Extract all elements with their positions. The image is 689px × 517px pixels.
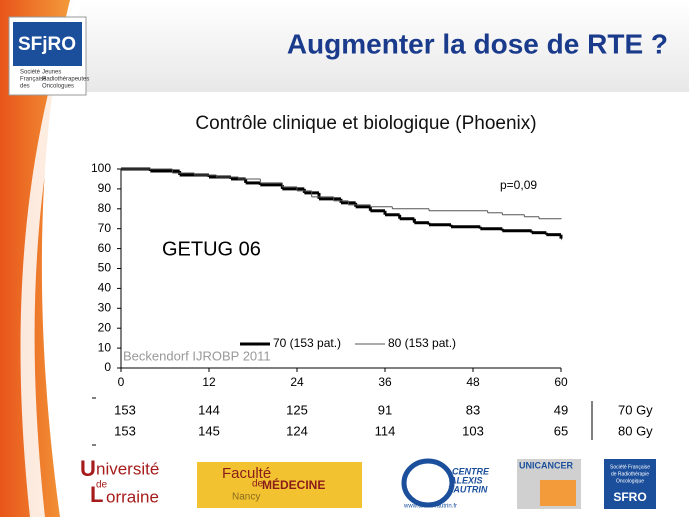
risk-value: 153 — [114, 423, 136, 438]
logo-text: CENTRE — [452, 466, 490, 476]
slide-title: Augmenter la dose de RTE ? — [287, 28, 668, 59]
annotation: p=0,09 — [500, 178, 537, 192]
y-tick-label: 40 — [98, 281, 112, 295]
y-tick-label: 80 — [98, 201, 112, 215]
logo-caption-line: Française — [20, 77, 47, 83]
x-tick-label: 24 — [290, 375, 304, 389]
chart-title: Contrôle clinique et biologique (Phoenix… — [195, 113, 536, 134]
legend-label: 70 (153 pat.) — [273, 336, 341, 350]
x-tick-label: 36 — [378, 375, 392, 389]
header-band — [0, 0, 689, 92]
risk-value: 65 — [554, 423, 568, 438]
risk-label: 80 Gy — [618, 423, 653, 438]
logo-text: Société Française — [610, 464, 650, 470]
y-tick-label: 30 — [98, 300, 112, 314]
risk-value: 83 — [466, 402, 480, 417]
risk-value: 144 — [198, 402, 220, 417]
logo-caption-line: des — [20, 84, 30, 90]
logo-text: orraine — [106, 487, 159, 506]
annotation: Beckendorf IJROBP 2011 — [123, 348, 271, 363]
logo-text: de — [96, 480, 108, 491]
y-tick-label: 60 — [98, 241, 112, 255]
risk-value: 49 — [554, 402, 568, 417]
white-swoosh — [20, 0, 82, 517]
chart: 0 10 20 30 40 50 60 70 80 90 100 0 12 24 36 48 60 70 (153… — [91, 161, 653, 446]
x-tick-label: 60 — [554, 375, 568, 389]
logo-unicancer-square — [540, 480, 576, 506]
risk-value: 153 — [114, 402, 136, 417]
logo-bg — [13, 22, 82, 66]
x-tick-label: 48 — [466, 375, 480, 389]
risk-label: 70 Gy — [618, 402, 653, 417]
risk-value: 103 — [462, 423, 484, 438]
risk-value: 114 — [375, 423, 396, 438]
y-tick-label: 100 — [91, 161, 111, 175]
x-tick-label: 0 — [118, 375, 125, 389]
logo-text: www.alexisvautrin.fr — [403, 504, 457, 510]
logo-caption-line: Société — [20, 70, 41, 76]
logo-text: de — [252, 479, 264, 490]
logo-cav-ring — [401, 458, 455, 508]
logo-text: niversité — [96, 459, 159, 478]
y-tick-label: 50 — [98, 261, 112, 275]
logo-text: Faculté — [222, 465, 271, 482]
logo-text: Nancy — [232, 492, 260, 503]
logo-text: ALEXIS — [449, 475, 483, 485]
logo-text: SFjRO — [18, 34, 76, 55]
y-tick-label: 20 — [98, 320, 112, 334]
logo-ul — [78, 455, 170, 510]
risk-value: 145 — [198, 423, 220, 438]
logo-caption-line: Radiothérapeutes — [42, 77, 89, 83]
logo-text: MÉDECINE — [262, 477, 325, 492]
logo-sfro — [604, 459, 656, 509]
logo-text: VAUTRIN — [448, 484, 488, 494]
y-tick-label: 70 — [98, 221, 112, 235]
logo-text: SFRO — [613, 490, 646, 504]
logo-initial: L — [90, 482, 103, 507]
risk-value: 91 — [378, 402, 392, 417]
logo-caption-line: Jeunes — [42, 70, 61, 76]
annotation: GETUG 06 — [162, 238, 261, 260]
logo-initial: U — [80, 456, 96, 481]
logo-text: UNICANCER — [519, 460, 574, 470]
y-tick-label: 0 — [104, 360, 111, 374]
logo-fac — [197, 462, 362, 508]
risk-value: 124 — [286, 423, 308, 438]
risk-value: 125 — [286, 402, 308, 417]
y-tick-label: 10 — [98, 340, 112, 354]
y-tick-label: 90 — [98, 181, 112, 195]
logo-text: de Radiothérapie — [611, 471, 649, 477]
logo-caption-line: Oncologues — [42, 84, 74, 90]
legend-label: 80 (153 pat.) — [388, 336, 456, 350]
logo-text: Oncologique — [616, 478, 644, 484]
x-tick-label: 12 — [202, 375, 216, 389]
